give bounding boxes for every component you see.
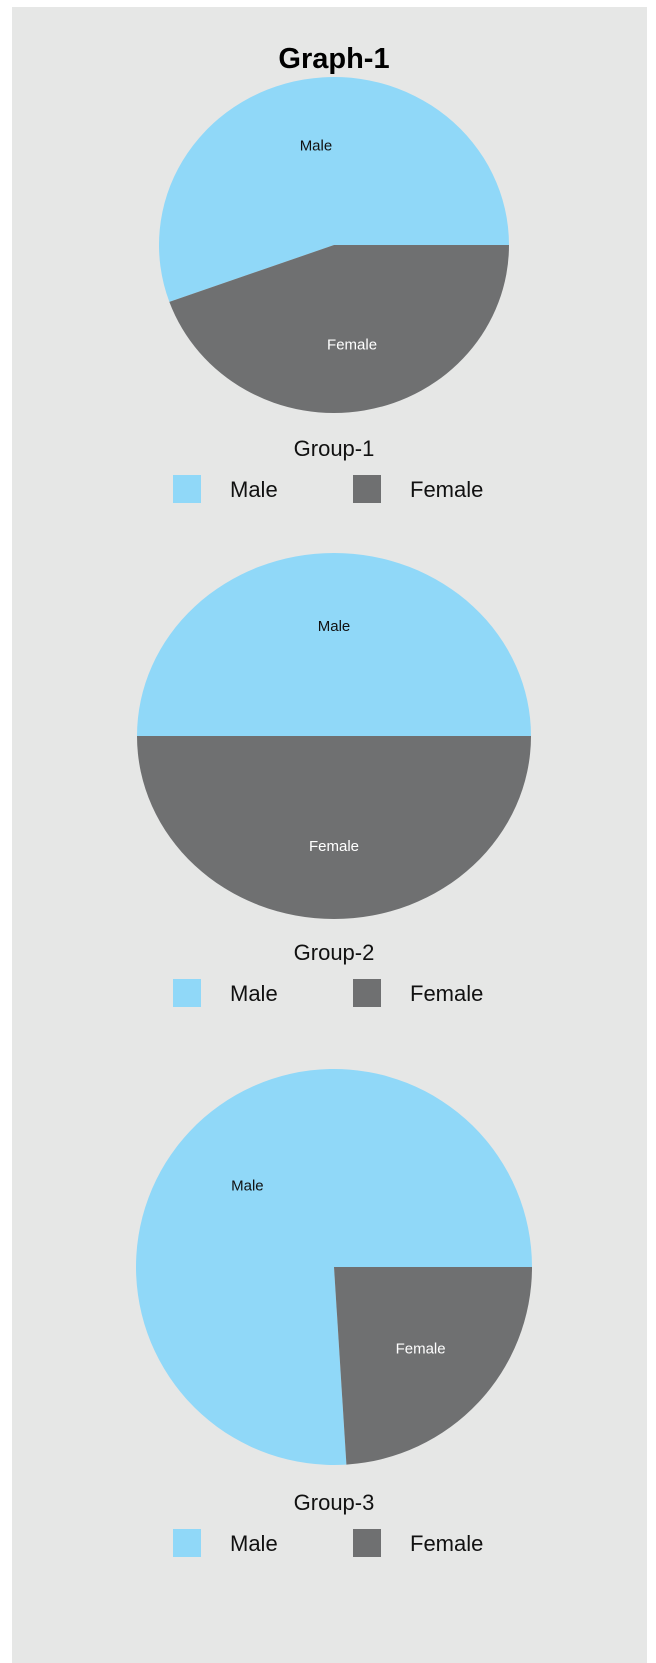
- slice-label-male: Male: [300, 138, 333, 155]
- legend-swatch-female: [353, 475, 381, 503]
- legend-swatch-male: [173, 979, 201, 1007]
- slice-male: [137, 553, 531, 736]
- legend-label-female: Female: [410, 1531, 483, 1556]
- slice-female: [334, 1267, 532, 1465]
- legend-swatch-male: [173, 475, 201, 503]
- slice-label-male: Male: [231, 1178, 264, 1195]
- slice-label-male: Male: [318, 618, 351, 635]
- pie-chart-2: Male Female Group-2 Male Female: [137, 553, 531, 1007]
- legend-label-male: Male: [230, 981, 278, 1006]
- group-title: Group-3: [294, 1490, 375, 1515]
- group-title: Group-1: [294, 436, 375, 461]
- slice-label-female: Female: [396, 1340, 446, 1357]
- slice-male: [158, 76, 509, 302]
- pie-chart-1: Male Female Group-1 Male Female: [158, 76, 509, 503]
- legend-swatch-female: [353, 1529, 381, 1557]
- group-title: Group-2: [294, 940, 375, 965]
- legend-swatch-male: [173, 1529, 201, 1557]
- slice-female: [169, 245, 509, 413]
- legend-label-male: Male: [230, 477, 278, 502]
- pie-chart-3: Male Female Group-3 Male Female: [136, 1069, 532, 1557]
- legend-label-female: Female: [410, 477, 483, 502]
- legend: Male Female: [173, 475, 483, 503]
- slice-label-female: Female: [327, 336, 377, 353]
- legend: Male Female: [173, 1529, 483, 1557]
- legend: Male Female: [173, 979, 483, 1007]
- legend-label-male: Male: [230, 1531, 278, 1556]
- figure-title: Graph-1: [278, 43, 389, 75]
- slice-female: [137, 736, 531, 919]
- legend-label-female: Female: [410, 981, 483, 1006]
- legend-swatch-female: [353, 979, 381, 1007]
- slice-label-female: Female: [309, 838, 359, 855]
